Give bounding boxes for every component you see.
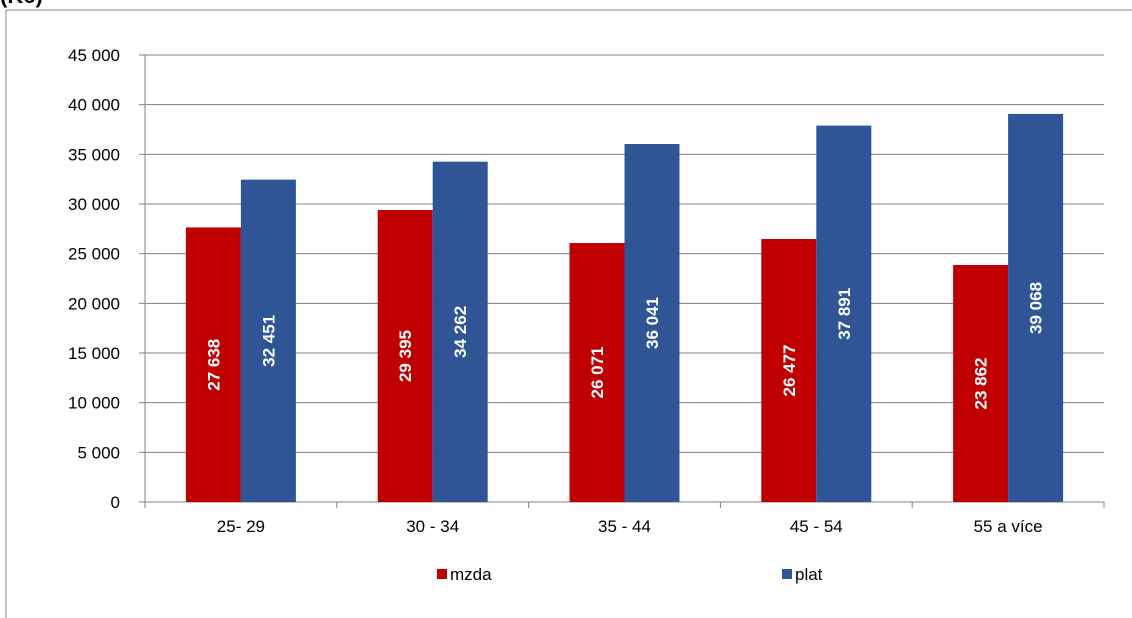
x-tick-label: 55 a více	[974, 517, 1043, 536]
legend-swatch-mzda	[437, 569, 447, 579]
y-tick-label: 10 000	[68, 394, 120, 413]
bar-plat	[624, 143, 680, 502]
data-label-plat: 36 041	[643, 297, 662, 349]
y-tick-label: 5 000	[77, 443, 120, 462]
data-label-mzda: 23 862	[972, 357, 991, 409]
bar-mzda	[185, 227, 241, 503]
y-tick-label: 25 000	[68, 245, 120, 264]
y-tick-label: 0	[111, 493, 120, 512]
legend-label-mzda: mzda	[450, 565, 492, 584]
y-tick-label: 30 000	[68, 195, 120, 214]
x-tick-label: 25- 29	[217, 517, 265, 536]
data-label-mzda: 26 477	[780, 344, 799, 396]
data-label-plat: 39 068	[1027, 282, 1046, 334]
y-tick-label: 20 000	[68, 294, 120, 313]
data-label-mzda: 26 071	[588, 347, 607, 399]
data-label-plat: 32 451	[259, 315, 278, 367]
bar-mzda	[569, 243, 625, 502]
data-label-plat: 37 891	[835, 288, 854, 340]
y-tick-label: 35 000	[68, 145, 120, 164]
data-label-mzda: 29 395	[396, 330, 415, 382]
y-tick-label: 45 000	[68, 46, 120, 65]
legend-swatch-plat	[782, 569, 792, 579]
bar-mzda	[761, 238, 817, 503]
chart-title: (Kč)	[0, 0, 43, 8]
y-tick-label: 40 000	[68, 96, 120, 115]
x-tick-label: 35 - 44	[598, 517, 651, 536]
y-tick-label: 15 000	[68, 344, 120, 363]
bar-plat	[1008, 113, 1064, 502]
bar-mzda	[377, 210, 433, 502]
bar-mzda	[953, 264, 1009, 502]
x-tick-label: 45 - 54	[790, 517, 843, 536]
x-tick-label: 30 - 34	[406, 517, 459, 536]
legend-label-plat: plat	[795, 565, 823, 584]
bar-plat	[240, 179, 296, 503]
data-label-mzda: 27 638	[204, 339, 223, 391]
data-label-plat: 34 262	[451, 306, 470, 358]
bar-plat	[816, 125, 872, 503]
bar-plat	[432, 161, 488, 503]
